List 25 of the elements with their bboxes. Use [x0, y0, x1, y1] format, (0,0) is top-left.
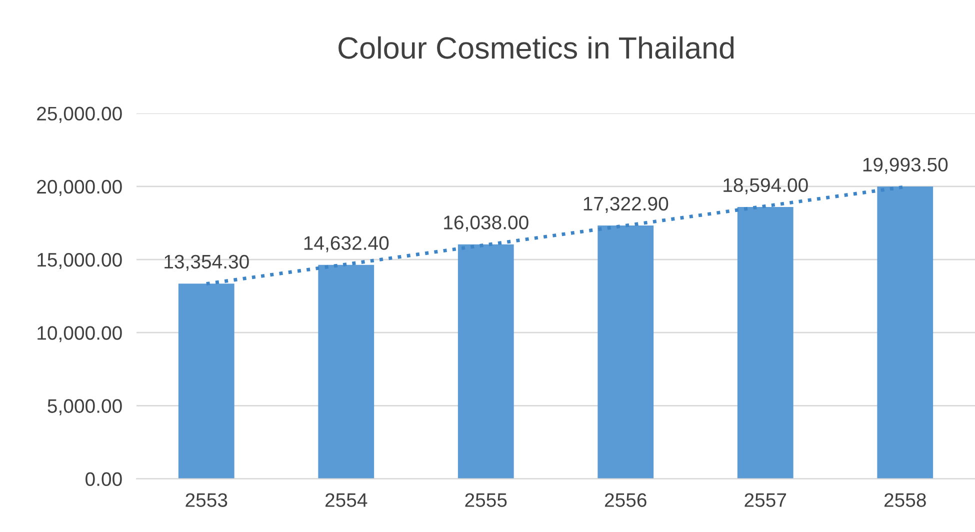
y-tick-label: 0.00 — [86, 472, 122, 486]
bar — [178, 284, 234, 479]
y-tick-label: 5,000.00 — [48, 399, 122, 416]
y-tick-label: 15,000.00 — [38, 252, 122, 270]
bar — [737, 206, 794, 479]
chart-title: Colour Cosmetics in Thailand — [338, 36, 734, 59]
data-label: 13,354.30 — [164, 254, 249, 271]
y-tick-label: 20,000.00 — [37, 180, 122, 196]
x-tick-label: 2557 — [744, 493, 786, 507]
x-tick-label: 2554 — [325, 493, 368, 507]
bar — [877, 186, 934, 479]
bar — [598, 226, 654, 479]
bar — [318, 264, 374, 479]
data-label: 17,322.90 — [584, 196, 668, 213]
x-tick-label: 2553 — [186, 493, 228, 507]
x-tick-label: 2556 — [604, 493, 646, 507]
data-label: 14,632.40 — [304, 236, 389, 252]
x-tick-label: 2555 — [465, 493, 507, 507]
y-tick-label: 25,000.00 — [37, 106, 122, 123]
data-label: 18,594.00 — [724, 178, 808, 194]
y-tick-label: 10,000.00 — [38, 326, 122, 342]
x-tick-label: 2558 — [884, 493, 926, 507]
data-label: 16,038.00 — [444, 216, 528, 232]
data-label: 19,993.50 — [863, 158, 948, 174]
bar — [458, 244, 514, 479]
